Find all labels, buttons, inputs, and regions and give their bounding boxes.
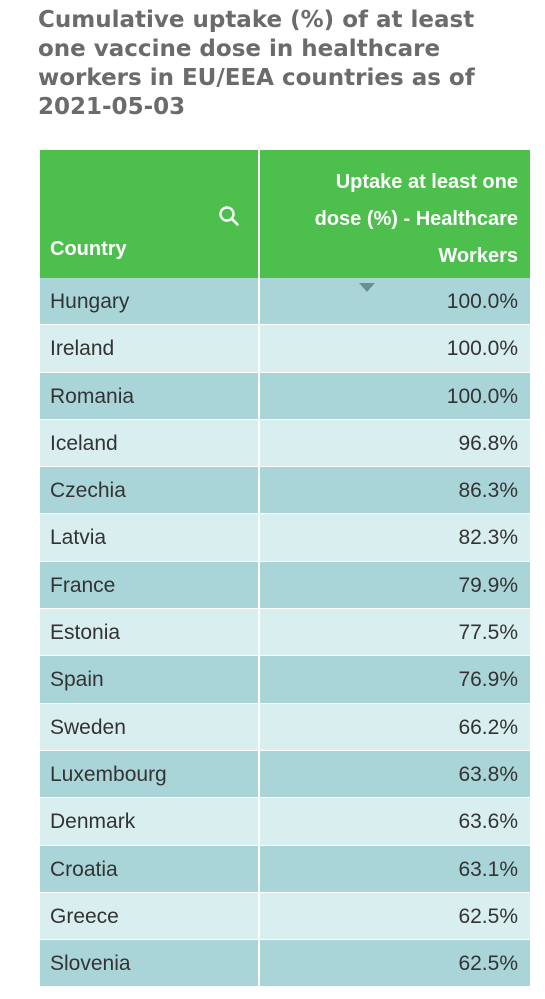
table-row[interactable]: Croatia 63.1% [40,845,530,893]
cell-uptake-value: 77.5% [458,621,518,645]
column-header-country[interactable]: Country [50,238,127,260]
cell-country: Sweden [50,715,126,739]
cell-uptake-value: 86.3% [458,479,518,503]
row-divider [258,278,260,325]
cell-uptake-value: 96.8% [458,431,518,455]
row-divider [258,703,260,750]
cell-uptake-value: 62.5% [458,904,518,928]
cell-country: France [50,573,116,597]
cell-uptake-value: 63.6% [458,810,518,834]
column-header-uptake-line-2: dose (%) - Healthcare [314,208,518,230]
cell-uptake-value: 62.5% [458,952,518,976]
row-divider [258,892,260,940]
table-row[interactable]: Czechia 86.3% [40,467,530,515]
table-row[interactable]: Slovenia 62.5% [40,940,530,988]
cell-uptake-value: 100.0% [446,384,518,408]
column-header-uptake-line-1: Uptake at least one [335,171,518,193]
sort-descending-icon[interactable] [358,283,376,293]
column-header-uptake-line-3: Workers [438,245,518,267]
cell-country: Czechia [50,479,126,503]
cell-country: Hungary [50,290,130,313]
row-divider [258,514,260,561]
row-divider [258,845,260,892]
table-row[interactable]: Hungary 100.0% [40,278,530,326]
row-divider [258,561,260,609]
cell-uptake-value: 66.2% [458,715,518,739]
table-row[interactable]: Luxembourg 63.8% [40,750,530,799]
table-row[interactable]: Sweden 66.2% [40,703,530,751]
table-header: Country Uptake at least one dose (%) - H… [40,150,530,278]
cell-uptake-value: 100.0% [446,290,518,313]
cell-uptake-value: 63.8% [458,762,518,786]
cell-uptake-value: 100.0% [446,337,518,361]
cell-uptake-value: 79.9% [458,573,518,597]
cell-uptake-value: 76.9% [458,668,518,692]
cell-country: Estonia [50,621,121,645]
table-row[interactable]: Spain 76.9% [40,656,530,704]
cell-country: Croatia [50,857,118,881]
row-divider [258,750,260,798]
table-row[interactable]: Greece 62.5% [40,892,530,941]
cell-country: Luxembourg [50,762,167,786]
cell-country: Iceland [50,431,118,455]
row-divider [258,325,260,372]
cell-country: Spain [50,668,104,692]
cell-country: Ireland [50,337,115,361]
column-header-uptake[interactable]: Uptake at least one dose (%) - Healthcar… [278,164,518,275]
table-row[interactable]: Estonia 77.5% [40,609,530,657]
chart-title: Cumulative uptake (%) of at least one va… [38,7,475,120]
cell-uptake-value: 82.3% [458,526,518,550]
table-row[interactable]: France 79.9% [40,561,530,610]
row-divider [258,798,260,845]
cell-country: Latvia [50,526,107,550]
cell-country: Greece [50,904,119,928]
table-row[interactable]: Ireland 100.0% [40,325,530,373]
row-divider [258,656,260,703]
row-divider [258,419,260,467]
table-row[interactable]: Romania 100.0% [40,372,530,420]
table-body: Hungary 100.0% Ireland 100.0% Romania 100.0% I… [40,278,530,988]
cell-country: Denmark [50,810,136,834]
header-divider [258,150,260,278]
cell-country: Slovenia [50,952,131,976]
table-row[interactable]: Latvia 82.3% [40,514,530,562]
row-divider [258,372,260,419]
cell-uptake-value: 63.1% [458,857,518,881]
row-divider [258,467,260,514]
table-row[interactable]: Denmark 63.6% [40,798,530,846]
search-icon[interactable] [218,205,240,227]
row-divider [258,940,260,987]
row-divider [258,609,260,656]
table-row[interactable]: Iceland 96.8% [40,419,530,468]
cell-country: Romania [50,384,135,408]
